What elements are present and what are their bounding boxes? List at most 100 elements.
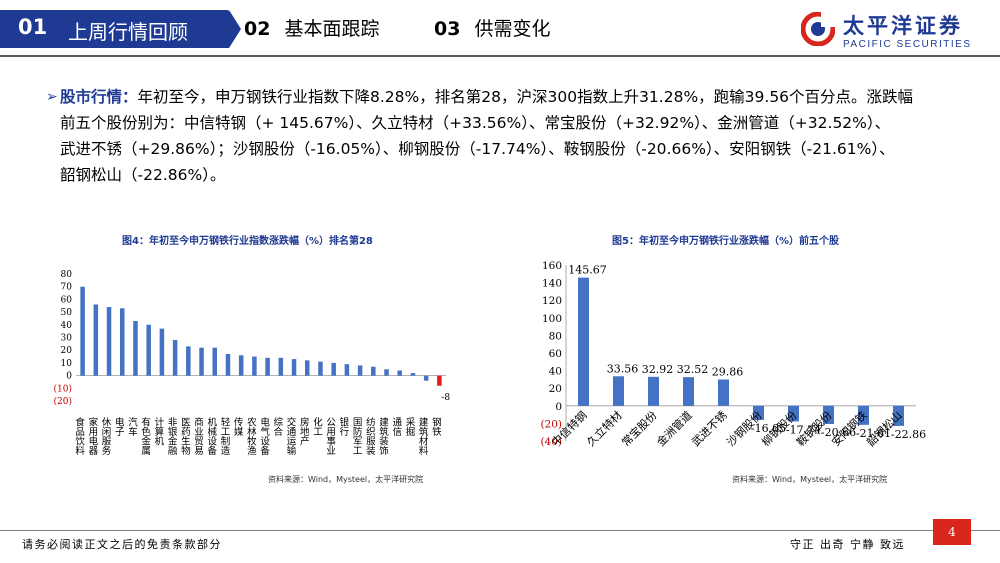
chart2-value-label: 33.56 bbox=[607, 362, 639, 375]
chart1-category-label: 家用电器 bbox=[86, 416, 98, 455]
chart1-category-label: 化工 bbox=[311, 416, 323, 436]
footer-disclaimer: 请务必阅读正文之后的免责条款部分 bbox=[22, 538, 222, 551]
chart1-bar bbox=[186, 346, 191, 376]
chart1-category-label: 商业贸易 bbox=[192, 416, 204, 456]
chart1-category-label: 传媒 bbox=[232, 416, 244, 437]
chart2-ytick: 120 bbox=[542, 295, 562, 307]
chart1-bar bbox=[384, 369, 389, 376]
chart2-bar bbox=[648, 376, 659, 406]
market-summary: ➢ 股市行情：年初至今，申万钢铁行业指数下降8.28%，排名第28，沪深300指… bbox=[46, 84, 982, 188]
tab-arrow bbox=[229, 10, 241, 48]
summary-text: 年初至今，申万钢铁行业指数下降8.28%，排名第28，沪深300指数上升31.2… bbox=[137, 88, 914, 106]
chart1-bar bbox=[120, 308, 125, 376]
chart1-category-label: 轻工制造 bbox=[218, 416, 230, 456]
chart1-ytick: 40 bbox=[61, 321, 73, 331]
chart1-ytick: 50 bbox=[61, 308, 73, 318]
chart1-ytick: 30 bbox=[61, 334, 73, 344]
chart1-category-label: 食品饮料 bbox=[73, 416, 85, 456]
chart1-bar bbox=[397, 370, 402, 376]
summary-lead: 股市行情： bbox=[60, 88, 138, 106]
chart1-bar bbox=[278, 357, 284, 376]
chart1-ytick: 10 bbox=[61, 359, 73, 369]
chart1-bar bbox=[159, 328, 165, 376]
chart2-bar bbox=[788, 405, 799, 422]
chart2-source: 资料来源：Wind，Mysteel，太平洋研究院 bbox=[732, 475, 888, 484]
chart2-bar bbox=[823, 405, 834, 424]
chart1-category-label: 银行 bbox=[337, 416, 349, 437]
chart1-bar bbox=[437, 375, 442, 386]
chart1-ytick: 60 bbox=[61, 295, 73, 305]
chart1-category-label: 医药生物 bbox=[179, 417, 191, 456]
tab-number: 03 bbox=[434, 18, 461, 40]
tab-market-review[interactable]: 01 上周行情回顾 bbox=[0, 10, 229, 48]
chart2-value-label: -20.66 bbox=[821, 426, 856, 439]
chart1-category-label: 通信 bbox=[390, 417, 402, 437]
chart1-category-label: 休闲服务 bbox=[100, 416, 112, 456]
tab-fundamentals[interactable]: 02 基本面跟踪 bbox=[244, 14, 379, 41]
chart2-ytick: 60 bbox=[549, 348, 562, 360]
logo-text-cn: 太平洋证券 bbox=[843, 14, 963, 38]
tab-label: 上周行情回顾 bbox=[68, 20, 188, 44]
chart1-bar bbox=[252, 356, 257, 376]
chart1-category-label: 钢铁 bbox=[430, 416, 442, 437]
chart1-bar bbox=[93, 304, 99, 376]
chart1-bar bbox=[225, 354, 231, 376]
chart1-bar bbox=[318, 361, 323, 376]
chart2-value-label: -17.74 bbox=[786, 423, 821, 436]
chart1-bar bbox=[172, 340, 178, 376]
chart1-category-label: 计算机 bbox=[152, 416, 164, 446]
chart1-source: 资料来源：Wind，Mysteel，太平洋研究院 bbox=[268, 475, 424, 484]
chart1-ytick: (10) bbox=[54, 383, 72, 394]
chart1-category-label: 纺织服装 bbox=[364, 416, 376, 456]
chart2-category-label: 武进不锈 bbox=[689, 409, 729, 449]
chart2-ytick: 0 bbox=[555, 401, 562, 413]
chart2-value-label: -21.61 bbox=[856, 427, 891, 440]
arrow-bullet-icon: ➢ bbox=[46, 89, 58, 105]
chart1-category-label: 电子 bbox=[113, 416, 125, 436]
chart1-category-label: 建筑装饰 bbox=[377, 416, 389, 456]
header-divider bbox=[0, 55, 1000, 57]
chart2-value-label: -22.86 bbox=[891, 428, 926, 441]
chart2-ytick: 140 bbox=[542, 278, 562, 290]
chart1-bar bbox=[212, 347, 217, 376]
chart2-category-label: 久立特材 bbox=[584, 408, 625, 449]
chart2-ytick: 160 bbox=[542, 260, 562, 272]
chart1-category-label: 机械设备 bbox=[205, 416, 217, 456]
tab-label: 供需变化 bbox=[474, 18, 551, 40]
chart2-bar bbox=[858, 405, 869, 425]
chart2-bar bbox=[718, 379, 729, 406]
logo-text-en: PACIFIC SECURITIES bbox=[843, 39, 972, 50]
chart1-bar bbox=[344, 364, 350, 376]
chart1-category-label: 综合 bbox=[271, 416, 283, 437]
chart2-ytick: 80 bbox=[549, 330, 562, 342]
chart1-category-label: 采掘 bbox=[403, 417, 415, 437]
chart1-bar bbox=[146, 324, 151, 376]
chart1-highlight-label: -8 bbox=[441, 393, 450, 403]
chart2-value-label: 32.52 bbox=[677, 363, 709, 376]
summary-line-2: 前五个股份别为：中信特钢（+ 145.67%）、久立特材（+33.56%）、常宝… bbox=[60, 114, 891, 132]
chart1-category-label: 建筑材料 bbox=[417, 416, 429, 456]
page-number-badge: 4 bbox=[933, 519, 971, 545]
chart1-bar bbox=[291, 359, 297, 376]
summary-line-4: 韶钢松山（-22.86%）。 bbox=[60, 166, 226, 184]
chart2-value-label: 145.67 bbox=[568, 264, 607, 277]
chart2-value-label: -16.05 bbox=[751, 422, 786, 435]
chart1-bar bbox=[371, 366, 376, 376]
chart1-category-label: 汽车 bbox=[126, 416, 138, 437]
header-bar: 01 上周行情回顾 02 基本面跟踪 03 供需变化 太平洋证券 PACIFIC S… bbox=[0, 0, 1000, 60]
chart1-category-label: 房地产 bbox=[298, 416, 310, 446]
chart1-category-label: 国防军工 bbox=[351, 417, 363, 455]
company-logo: 太平洋证券 PACIFIC SECURITIES bbox=[795, 10, 995, 52]
chart2-ytick: (20) bbox=[540, 418, 562, 430]
chart2-bar bbox=[613, 376, 624, 406]
chart1-ytick: 70 bbox=[61, 283, 73, 293]
chart1-bar bbox=[410, 373, 416, 376]
chart1-bar bbox=[106, 307, 112, 376]
chart1-category-label: 非银金融 bbox=[166, 416, 178, 456]
chart1-bar bbox=[238, 355, 244, 376]
chart1-bar bbox=[423, 375, 429, 381]
chart1-ytick: 20 bbox=[61, 346, 73, 356]
tab-label: 基本面跟踪 bbox=[284, 18, 380, 40]
summary-line-1: 股市行情：年初至今，申万钢铁行业指数下降8.28%，排名第28，沪深300指数上… bbox=[52, 84, 982, 110]
tab-supply-demand[interactable]: 03 供需变化 bbox=[434, 14, 550, 41]
